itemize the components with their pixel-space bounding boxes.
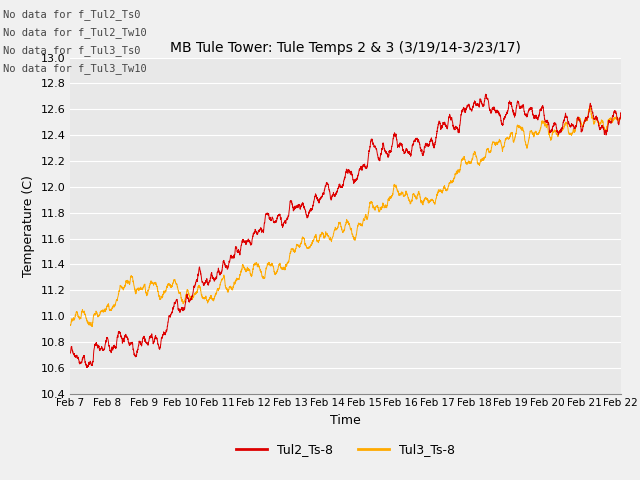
Line: Tul2_Ts-8: Tul2_Ts-8 [70, 94, 621, 368]
Tul2_Ts-8 [477, 99, 485, 105]
Tul3_Ts-8 [586, 103, 594, 109]
Tul3_Ts-8 [477, 157, 485, 163]
Tul3_Ts-8 [397, 191, 404, 197]
Tul2_Ts-8 [277, 215, 285, 220]
Tul2_Ts-8 [617, 110, 625, 116]
Tul2_Ts-8 [83, 365, 90, 371]
Tul2_Ts-8 [424, 143, 432, 149]
Tul2_Ts-8 [482, 91, 490, 97]
Legend: Tul2_Ts-8, Tul3_Ts-8: Tul2_Ts-8, Tul3_Ts-8 [231, 438, 460, 461]
Tul3_Ts-8 [67, 322, 74, 328]
Tul3_Ts-8 [424, 199, 432, 205]
Text: No data for f_Tul2_Ts0: No data for f_Tul2_Ts0 [3, 9, 141, 20]
Tul2_Ts-8 [519, 102, 527, 108]
Text: No data for f_Tul3_Tw10: No data for f_Tul3_Tw10 [3, 63, 147, 74]
Y-axis label: Temperature (C): Temperature (C) [22, 175, 35, 276]
Tul3_Ts-8 [519, 127, 527, 132]
Tul2_Ts-8 [397, 141, 404, 146]
Tul3_Ts-8 [277, 264, 285, 270]
Title: MB Tule Tower: Tule Temps 2 & 3 (3/19/14-3/23/17): MB Tule Tower: Tule Temps 2 & 3 (3/19/14… [170, 41, 521, 55]
Tul2_Ts-8 [166, 312, 174, 318]
Tul3_Ts-8 [166, 283, 174, 288]
Tul3_Ts-8 [88, 324, 96, 329]
X-axis label: Time: Time [330, 414, 361, 427]
Text: No data for f_Tul3_Ts0: No data for f_Tul3_Ts0 [3, 45, 141, 56]
Tul3_Ts-8 [617, 113, 625, 119]
Tul2_Ts-8 [67, 350, 74, 356]
Line: Tul3_Ts-8: Tul3_Ts-8 [70, 106, 621, 326]
Text: No data for f_Tul2_Tw10: No data for f_Tul2_Tw10 [3, 27, 147, 38]
